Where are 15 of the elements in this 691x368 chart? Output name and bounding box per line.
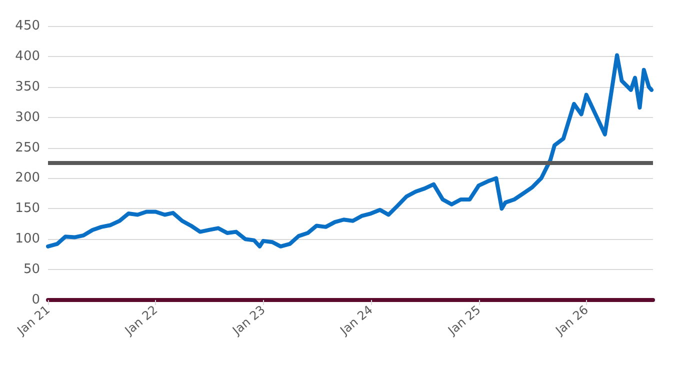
y-tick-label: 400 [15, 48, 40, 64]
line-series [46, 53, 654, 248]
y-tick-label: 350 [15, 79, 40, 94]
x-tick-label: Jan 22 [122, 302, 160, 338]
y-tick-label: 300 [15, 110, 40, 125]
y-tick-label: 50 [23, 262, 40, 278]
y-tick-label: 100 [15, 232, 40, 247]
x-tick-label: Jan 26 [552, 302, 591, 338]
y-tick-label: 150 [15, 201, 40, 216]
y-tick-label: 450 [15, 18, 40, 34]
y-tick-label: 200 [15, 170, 40, 186]
x-tick-label: Jan 25 [444, 302, 484, 338]
x-tick-label: Jan 23 [229, 302, 268, 338]
y-tick-label: 250 [15, 140, 40, 156]
x-tick-label: Jan 24 [336, 302, 376, 338]
